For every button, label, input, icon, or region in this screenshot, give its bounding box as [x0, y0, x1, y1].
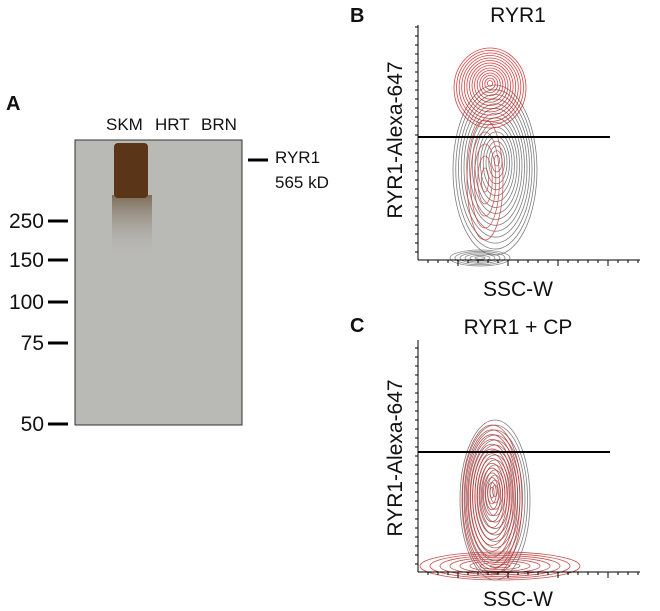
contour — [460, 98, 530, 238]
marker-label: 150 — [9, 249, 44, 272]
marker-label: 100 — [9, 291, 44, 314]
smear — [112, 195, 152, 255]
x-axis-label: SSC-W — [483, 278, 553, 301]
contour — [480, 167, 489, 193]
contour — [487, 80, 493, 87]
contour — [487, 482, 497, 505]
contour — [459, 419, 531, 581]
contour — [488, 145, 505, 179]
contour — [479, 459, 511, 529]
blot — [74, 139, 243, 426]
marker-label: 50 — [21, 413, 44, 436]
marker-ladder: 250 150 100 75 50 — [9, 210, 68, 436]
contour — [466, 108, 525, 226]
contour — [465, 434, 519, 564]
contour — [464, 253, 496, 263]
contour — [474, 256, 486, 260]
contour — [464, 429, 526, 568]
plot-title: RYR1 — [490, 4, 546, 27]
contour-plot — [415, 340, 640, 581]
contour — [482, 464, 508, 523]
contour — [461, 424, 523, 576]
contour — [455, 89, 535, 250]
contour — [468, 438, 516, 558]
contour — [485, 140, 508, 185]
panel-label: A — [6, 93, 20, 115]
marker-label: 250 — [9, 210, 44, 233]
contour — [469, 254, 491, 262]
lane-label: SKM — [106, 115, 143, 134]
contour — [479, 72, 501, 97]
contour — [474, 453, 510, 540]
contour — [480, 131, 513, 197]
contour — [470, 443, 514, 552]
lane-label: BRN — [201, 115, 237, 134]
contour — [476, 458, 508, 534]
band-label: RYR1 — [275, 148, 320, 167]
contour — [463, 103, 528, 232]
contour — [481, 75, 499, 94]
panel-label: B — [350, 5, 364, 27]
panel-label: C — [350, 315, 364, 337]
contour — [449, 556, 551, 576]
contour — [419, 551, 581, 581]
band — [114, 143, 148, 198]
contour — [478, 462, 506, 528]
band-label: 565 kD — [275, 173, 329, 192]
contour — [469, 560, 531, 572]
contour — [461, 55, 519, 119]
contour — [485, 477, 499, 511]
contour — [474, 122, 518, 208]
contour — [472, 448, 512, 546]
contour — [463, 57, 517, 116]
contour — [463, 429, 521, 570]
contour — [458, 52, 522, 122]
contour — [489, 486, 495, 499]
y-axis-label: RYR1-Alexa-647 — [384, 61, 407, 218]
contour — [473, 143, 497, 217]
contour — [454, 250, 506, 266]
marker-label: 75 — [21, 332, 44, 355]
lane-label: HRT — [155, 115, 190, 134]
y-axis-label: RYR1-Alexa-647 — [384, 379, 407, 536]
contour — [480, 467, 504, 523]
contour — [483, 472, 501, 517]
contour-plot — [415, 25, 640, 267]
contour — [466, 119, 504, 241]
contour — [477, 454, 513, 536]
contour — [474, 67, 506, 103]
contour — [484, 77, 496, 90]
contour — [492, 484, 498, 497]
contour — [476, 70, 504, 100]
contour — [471, 65, 509, 106]
contour — [456, 50, 524, 126]
contour — [453, 47, 527, 129]
contour — [469, 62, 511, 110]
contour — [439, 555, 561, 577]
contour — [466, 60, 514, 113]
contour — [470, 131, 500, 229]
x-axis-label: SSC-W — [483, 588, 553, 611]
plot-title: RYR1 + CP — [464, 316, 573, 339]
contour — [469, 112, 523, 220]
contour — [459, 252, 501, 264]
contour — [477, 155, 493, 205]
